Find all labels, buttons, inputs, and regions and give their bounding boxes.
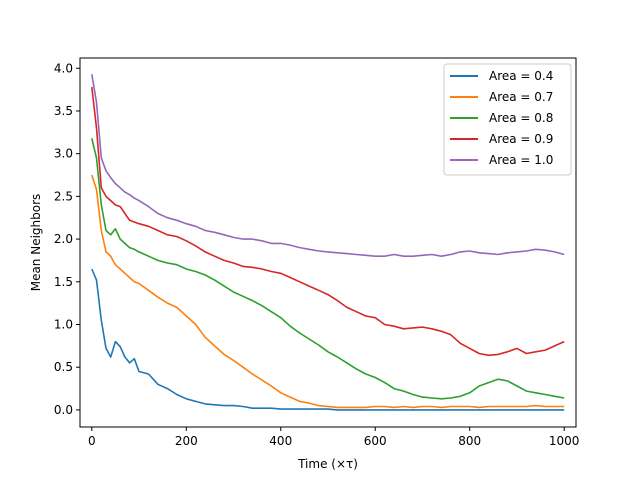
x-tick-label: 200	[175, 434, 198, 448]
x-tick-label: 0	[88, 434, 96, 448]
series-line-3	[91, 138, 565, 400]
legend-label: Area = 0.8	[489, 111, 553, 125]
series-line-2	[91, 174, 565, 409]
series-layer	[91, 74, 565, 411]
y-tick-label: 1.5	[54, 275, 73, 289]
y-axis-label: Mean Neighbors	[29, 194, 43, 292]
legend-box	[443, 63, 572, 176]
legend-label: Area = 0.7	[489, 90, 553, 104]
y-tick-label: 2.5	[54, 189, 73, 203]
legend-label: Area = 0.9	[489, 132, 553, 146]
legend-label: Area = 1.0	[489, 153, 553, 167]
y-axis-ticks: 0.0 0.5 1.0 1.5 2.0 2.5 3.0 3.5 4.0	[54, 61, 80, 417]
x-axis-label: Time (×τ)	[297, 457, 358, 471]
axes-frame	[79, 57, 577, 428]
y-tick-label: 4.0	[54, 61, 73, 75]
x-tick-label: 400	[269, 434, 292, 448]
x-tick-label: 1000	[549, 434, 580, 448]
y-tick-label: 0.0	[54, 403, 73, 417]
y-tick-label: 0.5	[54, 360, 73, 374]
x-tick-label: 800	[458, 434, 481, 448]
y-tick-label: 1.0	[54, 318, 73, 332]
x-axis-ticks: 0 200 400 600 800 1000	[88, 427, 579, 448]
x-tick-label: 600	[364, 434, 387, 448]
y-tick-label: 2.0	[54, 232, 73, 246]
y-tick-label: 3.5	[54, 104, 73, 118]
legend-label: Area = 0.4	[489, 69, 553, 83]
series-line-4	[91, 86, 565, 357]
legend: Area = 0.4 Area = 0.7 Area = 0.8 Area = 0.9…	[443, 63, 572, 176]
y-tick-label: 3.0	[54, 147, 73, 161]
series-line-5	[91, 74, 565, 258]
series-line-1	[91, 268, 565, 411]
